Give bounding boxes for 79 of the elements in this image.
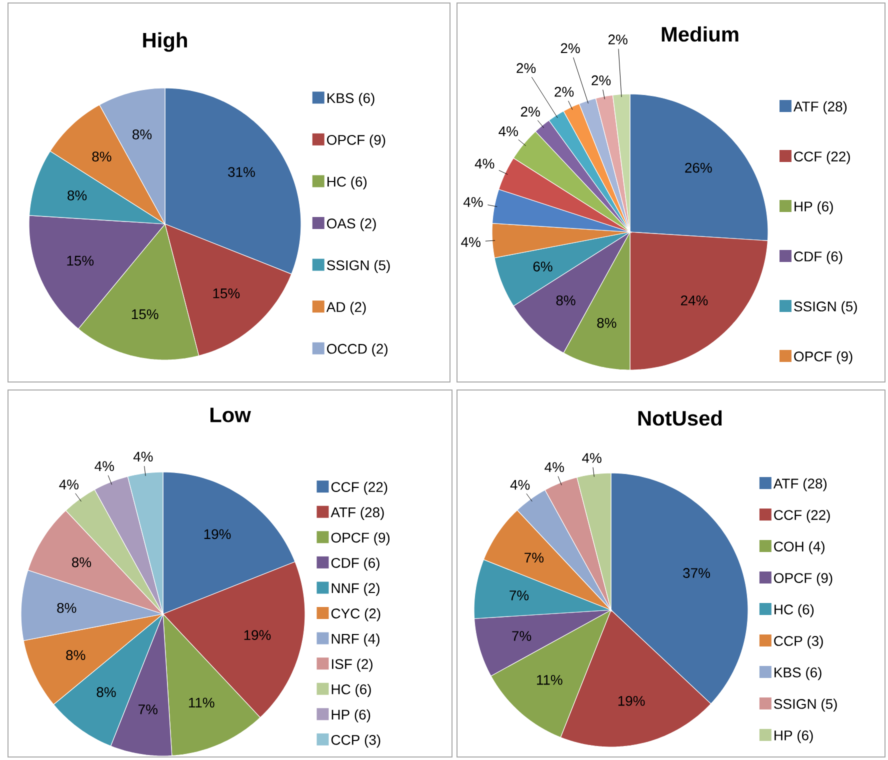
legend-label: HC (6) [332, 684, 371, 698]
legend-label: OPCF (9) [774, 572, 832, 586]
data-label: 4% [510, 480, 530, 490]
data-label: 7% [510, 590, 529, 600]
data-label: 11% [537, 675, 562, 685]
data-label: 31% [228, 167, 255, 177]
legend-label: AD (2) [326, 302, 366, 315]
data-label: 26% [685, 162, 712, 173]
data-label: 8% [92, 152, 112, 162]
data-label: 8% [72, 557, 92, 568]
legend-label: OCCD (2) [327, 344, 388, 357]
data-label: 4% [59, 480, 79, 490]
chart-title: NotUsed [638, 410, 722, 426]
legend-label: HP (6) [774, 730, 813, 744]
data-label: 2% [554, 86, 574, 97]
legend-label: ATF (28) [773, 478, 827, 492]
data-label: 7% [524, 552, 544, 563]
data-label: 15% [213, 288, 240, 298]
data-label: 2% [520, 106, 540, 117]
data-label: 2% [516, 63, 536, 74]
data-label: 19% [244, 630, 271, 640]
data-label: 8% [556, 295, 576, 306]
legend-label: HC (6) [327, 176, 367, 190]
legend-label: HC (6) [774, 604, 814, 618]
data-label: 2% [560, 43, 580, 54]
data-label: 8% [597, 318, 616, 328]
legend-label: SSIGN (5) [794, 301, 857, 314]
legend-label: COH (4) [774, 541, 824, 554]
data-label: 8% [68, 190, 87, 200]
legend-label: CCP (3) [774, 636, 823, 649]
data-label: 4% [582, 453, 602, 463]
legend-label: ATF (28) [330, 507, 384, 520]
data-label: 4% [463, 197, 483, 207]
data-label: 7% [512, 631, 532, 641]
data-label: 8% [132, 129, 152, 140]
data-label: 19% [204, 529, 231, 540]
legend-label: HP (6) [794, 201, 833, 214]
legend-label: ISF (2) [332, 658, 372, 672]
data-label: 4% [94, 461, 114, 472]
legend-label: CCF (22) [331, 482, 388, 495]
legend-label: CDF (6) [331, 558, 380, 571]
chart-title: Low [210, 408, 251, 422]
chart-title: Medium [662, 26, 738, 42]
data-label: 4% [544, 462, 564, 472]
legend-label: OPCF (9) [331, 532, 390, 546]
data-label: 8% [96, 687, 116, 698]
data-label: 15% [67, 256, 94, 266]
data-label: 4% [461, 237, 480, 247]
legend-label: NNF (2) [332, 582, 380, 596]
data-label: 7% [138, 704, 158, 714]
legend-label: CDF (6) [794, 251, 842, 264]
data-label: 4% [498, 126, 518, 136]
data-label: 24% [680, 295, 708, 306]
data-label: 37% [683, 568, 710, 578]
chart-title: High [143, 32, 187, 52]
legend-label: KBS (6) [774, 667, 822, 680]
legend-label: SSIGN (5) [326, 260, 390, 273]
data-label: 4% [133, 452, 153, 462]
data-label: 8% [57, 602, 76, 613]
data-label: 2% [608, 34, 628, 44]
legend-label: CCP (3) [331, 734, 380, 748]
data-label: 15% [132, 309, 158, 320]
legend-label: OAS (2) [327, 218, 376, 232]
legend-label: NRF (4) [332, 633, 380, 646]
legend-label: ATF (28) [794, 101, 847, 114]
data-label: 19% [618, 696, 645, 706]
legend-label: SSIGN (5) [774, 698, 837, 712]
data-label: 6% [533, 262, 552, 272]
data-label: 8% [66, 650, 86, 660]
legend-label: OPCF (9) [327, 134, 386, 148]
data-label: 4% [474, 158, 494, 169]
legend-label: OPCF (9) [794, 351, 852, 364]
legend-label: CCF (22) [794, 151, 850, 164]
legend-label: KBS (6) [327, 92, 374, 106]
data-label: 11% [188, 698, 214, 708]
data-label: 2% [592, 75, 611, 86]
legend-label: CCF (22) [774, 510, 830, 523]
legend-label: CYC (2) [331, 608, 380, 622]
legend-label: HP (6) [332, 709, 370, 722]
